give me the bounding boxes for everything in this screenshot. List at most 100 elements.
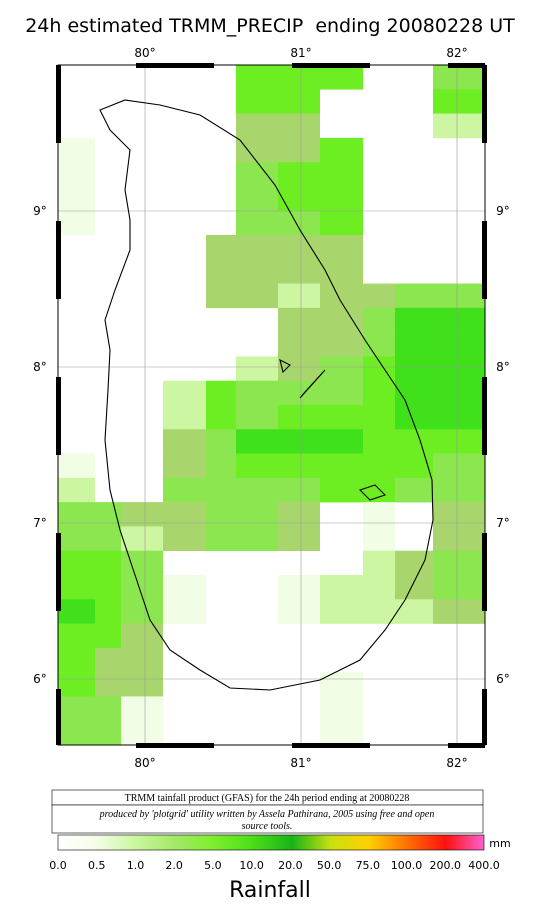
rain-cell xyxy=(278,65,320,90)
rain-cell xyxy=(95,599,121,624)
rain-cell xyxy=(278,210,320,236)
rain-cell xyxy=(278,137,320,163)
rain-cell xyxy=(363,429,395,454)
rain-cell xyxy=(395,332,433,357)
frame-bar xyxy=(482,221,487,299)
lon-label: 81° xyxy=(290,46,311,60)
rain-cell xyxy=(278,89,320,114)
rain-cell xyxy=(320,162,363,187)
rain-cell xyxy=(206,477,236,503)
rain-cell xyxy=(163,599,206,624)
colorbar-labels: 0.0 0.5 1.0 2.0 5.0 10.0 20.0 50.0 75.0 100.0 200.… xyxy=(49,859,500,872)
frame-bar xyxy=(292,63,370,68)
rain-cell xyxy=(320,356,363,382)
rain-cell xyxy=(320,332,363,357)
rain-cell xyxy=(206,380,236,406)
rain-cell xyxy=(395,283,433,309)
caption-box xyxy=(51,804,484,834)
rain-cell xyxy=(58,477,95,503)
rain-cell xyxy=(433,599,485,624)
rain-cell xyxy=(320,720,363,746)
rainfall-grid xyxy=(58,65,485,746)
frame-bar xyxy=(482,377,487,455)
rain-cell xyxy=(395,380,433,406)
rain-cell xyxy=(433,283,485,309)
rain-cell xyxy=(320,380,363,406)
rain-cell xyxy=(163,429,206,454)
rain-cell xyxy=(320,696,363,722)
rain-cell xyxy=(433,550,485,576)
colorbar-label: 100.0 xyxy=(391,859,423,872)
lat-label: 7° xyxy=(496,516,510,530)
graticule xyxy=(58,65,485,745)
rain-cell xyxy=(163,405,206,430)
lat-label: 7° xyxy=(33,516,47,530)
rain-cell xyxy=(433,429,485,454)
lon-label: 80° xyxy=(134,756,155,770)
frame-bar xyxy=(56,65,61,143)
title: 24h estimated TRMM_PRECIP ending 2008022… xyxy=(25,15,515,37)
rain-cell xyxy=(58,720,95,746)
rain-cell xyxy=(433,477,485,503)
rain-cell xyxy=(278,380,320,406)
frame-bar xyxy=(448,743,485,748)
rain-cell xyxy=(395,307,433,333)
rain-cell xyxy=(121,599,163,624)
rain-cell xyxy=(363,453,395,479)
rain-cell xyxy=(320,210,363,236)
credit: source tools. xyxy=(242,821,293,832)
rain-cell xyxy=(236,235,278,260)
rain-cell xyxy=(433,307,485,333)
rain-cell xyxy=(433,405,485,430)
rain-cell xyxy=(58,137,95,163)
rain-cell xyxy=(58,453,95,479)
rain-cell xyxy=(95,575,121,600)
rain-cell xyxy=(121,502,163,527)
rain-cell xyxy=(320,186,363,212)
rain-cell xyxy=(363,283,395,309)
caption: TRMM tainfall product (GFAS) for the 24h… xyxy=(125,793,410,804)
rain-cell xyxy=(278,113,320,139)
rain-cell xyxy=(320,429,363,454)
rain-cell xyxy=(278,477,320,503)
rain-cell xyxy=(278,526,320,552)
rain-cell xyxy=(433,575,485,600)
lat-label: 6° xyxy=(496,672,510,686)
frame-bar xyxy=(482,689,487,745)
credit: produced by 'plotgrid' utility written b… xyxy=(99,809,435,820)
rain-cell xyxy=(320,405,363,430)
rain-cell xyxy=(236,65,278,90)
frame-bar xyxy=(136,63,214,68)
rain-cell xyxy=(121,526,163,552)
rain-cell xyxy=(206,235,236,260)
rain-cell xyxy=(206,453,236,479)
rain-cell xyxy=(163,575,206,600)
rain-cell xyxy=(278,235,320,260)
rain-cell xyxy=(278,599,320,624)
rain-cell xyxy=(433,356,485,382)
rain-cell xyxy=(395,429,433,454)
rain-cell xyxy=(363,575,395,600)
rain-cell xyxy=(58,162,95,187)
rain-cell xyxy=(320,259,363,284)
frame-bar xyxy=(448,63,485,68)
rain-cell xyxy=(278,453,320,479)
rain-cell xyxy=(236,502,278,527)
rain-cell xyxy=(320,477,363,503)
rain-cell xyxy=(278,332,320,357)
rain-cell xyxy=(395,356,433,382)
rain-cell xyxy=(236,186,278,212)
rain-cell xyxy=(278,429,320,454)
rain-cell xyxy=(58,575,95,600)
rain-cell xyxy=(278,405,320,430)
lon-label: 80° xyxy=(134,46,155,60)
colorbar-label: 5.0 xyxy=(204,859,222,872)
colorbar xyxy=(57,834,485,851)
colorbar-label: 75.0 xyxy=(356,859,381,872)
frame-bar xyxy=(56,221,61,299)
lon-label: 82° xyxy=(446,46,467,60)
rain-cell xyxy=(58,550,95,576)
rain-cell xyxy=(395,575,433,600)
rain-cell xyxy=(163,526,206,552)
rain-cell xyxy=(121,672,163,697)
